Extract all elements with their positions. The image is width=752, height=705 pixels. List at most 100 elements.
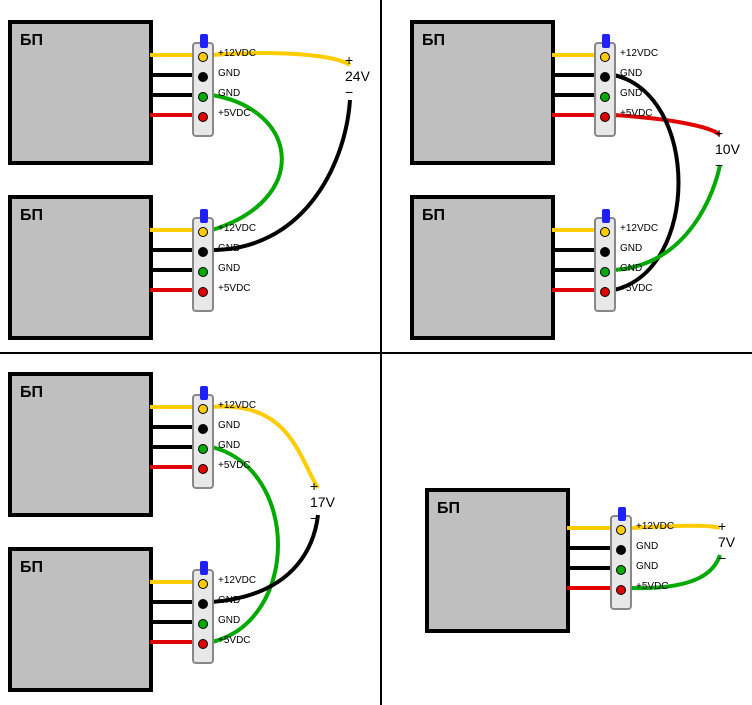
pin-green bbox=[198, 267, 208, 277]
pin-label-gnd2: GND bbox=[218, 440, 240, 451]
pin-red bbox=[198, 639, 208, 649]
voltage-value: 10V bbox=[715, 141, 740, 157]
pin-label-12v: +12VDC bbox=[218, 575, 256, 586]
pin-yellow bbox=[616, 525, 626, 535]
pin-green bbox=[616, 565, 626, 575]
voltage-value: 7V bbox=[718, 534, 735, 550]
connector-q4 bbox=[610, 515, 632, 610]
psu-label: БП bbox=[20, 207, 43, 225]
connector-q1-top bbox=[192, 42, 214, 137]
pin-red bbox=[198, 112, 208, 122]
pin-label-gnd1: GND bbox=[218, 420, 240, 431]
pin-label-12v: +12VDC bbox=[218, 400, 256, 411]
pin-green bbox=[198, 619, 208, 629]
pin-label-12v: +12VDC bbox=[620, 223, 658, 234]
connector-clip-icon bbox=[602, 34, 610, 48]
psu-label: БП bbox=[20, 32, 43, 50]
pin-black bbox=[198, 247, 208, 257]
pin-yellow bbox=[198, 227, 208, 237]
psu-box-q3-top: БП bbox=[8, 372, 153, 517]
divider-horizontal bbox=[0, 352, 752, 354]
connector-q3-top bbox=[192, 394, 214, 489]
pin-label-5v: +5VDC bbox=[218, 460, 251, 471]
minus-sign: − bbox=[715, 157, 723, 173]
psu-box-q1-top: БП bbox=[8, 20, 153, 165]
pin-green bbox=[198, 92, 208, 102]
pin-label-12v: +12VDC bbox=[218, 48, 256, 59]
pin-yellow bbox=[198, 404, 208, 414]
plus-sign: + bbox=[310, 478, 318, 494]
pin-label-gnd2: GND bbox=[620, 88, 642, 99]
minus-sign: − bbox=[345, 84, 353, 100]
connector-q2-bottom bbox=[594, 217, 616, 312]
connector-clip-icon bbox=[602, 209, 610, 223]
pin-label-gnd1: GND bbox=[218, 243, 240, 254]
pin-label-5v: +5VDC bbox=[218, 108, 251, 119]
minus-sign: − bbox=[718, 550, 726, 566]
pin-red bbox=[616, 585, 626, 595]
psu-label: БП bbox=[422, 32, 445, 50]
pin-black bbox=[600, 72, 610, 82]
connector-q2-top bbox=[594, 42, 616, 137]
pin-label-12v: +12VDC bbox=[218, 223, 256, 234]
voltage-value: 24V bbox=[345, 68, 370, 84]
pin-red bbox=[198, 287, 208, 297]
pin-label-gnd1: GND bbox=[620, 68, 642, 79]
psu-box-q4: БП bbox=[425, 488, 570, 633]
psu-box-q3-bottom: БП bbox=[8, 547, 153, 692]
pin-red bbox=[600, 112, 610, 122]
pin-label-5v: +5VDC bbox=[620, 108, 653, 119]
pin-label-5v: +5VDC bbox=[218, 283, 251, 294]
pin-yellow bbox=[198, 52, 208, 62]
connector-clip-icon bbox=[200, 209, 208, 223]
pin-black bbox=[198, 72, 208, 82]
output-q1: + 24V − bbox=[345, 52, 370, 100]
connector-clip-icon bbox=[200, 561, 208, 575]
pin-black bbox=[198, 599, 208, 609]
psu-label: БП bbox=[437, 500, 460, 518]
pin-yellow bbox=[600, 52, 610, 62]
connector-clip-icon bbox=[618, 507, 626, 521]
pin-label-12v: +12VDC bbox=[620, 48, 658, 59]
pin-label-gnd1: GND bbox=[218, 595, 240, 606]
psu-label: БП bbox=[422, 207, 445, 225]
minus-sign: − bbox=[310, 510, 318, 526]
plus-sign: + bbox=[345, 52, 353, 68]
pin-label-gnd1: GND bbox=[218, 68, 240, 79]
pin-label-5v: +5VDC bbox=[620, 283, 653, 294]
pin-yellow bbox=[198, 579, 208, 589]
psu-label: БП bbox=[20, 384, 43, 402]
pin-label-gnd2: GND bbox=[218, 263, 240, 274]
psu-box-q2-top: БП bbox=[410, 20, 555, 165]
psu-box-q1-bottom: БП bbox=[8, 195, 153, 340]
pin-red bbox=[198, 464, 208, 474]
pin-yellow bbox=[600, 227, 610, 237]
pin-label-5v: +5VDC bbox=[218, 635, 251, 646]
connector-q3-bottom bbox=[192, 569, 214, 664]
pin-green bbox=[600, 267, 610, 277]
pin-black bbox=[600, 247, 610, 257]
output-q4: + 7V − bbox=[718, 518, 735, 566]
connector-clip-icon bbox=[200, 34, 208, 48]
pin-black bbox=[616, 545, 626, 555]
psu-label: БП bbox=[20, 559, 43, 577]
pin-label-gnd2: GND bbox=[636, 561, 658, 572]
output-q2: + 10V − bbox=[715, 125, 740, 173]
pin-label-gnd2: GND bbox=[218, 88, 240, 99]
connector-q1-bottom bbox=[192, 217, 214, 312]
pin-label-5v: +5VDC bbox=[636, 581, 669, 592]
voltage-value: 17V bbox=[310, 494, 335, 510]
connector-clip-icon bbox=[200, 386, 208, 400]
pin-label-gnd1: GND bbox=[636, 541, 658, 552]
pin-green bbox=[600, 92, 610, 102]
pin-green bbox=[198, 444, 208, 454]
pin-label-gnd2: GND bbox=[620, 263, 642, 274]
pin-label-gnd1: GND bbox=[620, 243, 642, 254]
pin-label-gnd2: GND bbox=[218, 615, 240, 626]
plus-sign: + bbox=[715, 125, 723, 141]
plus-sign: + bbox=[718, 518, 726, 534]
pin-red bbox=[600, 287, 610, 297]
pin-label-12v: +12VDC bbox=[636, 521, 674, 532]
output-q3: + 17V − bbox=[310, 478, 335, 526]
pin-black bbox=[198, 424, 208, 434]
